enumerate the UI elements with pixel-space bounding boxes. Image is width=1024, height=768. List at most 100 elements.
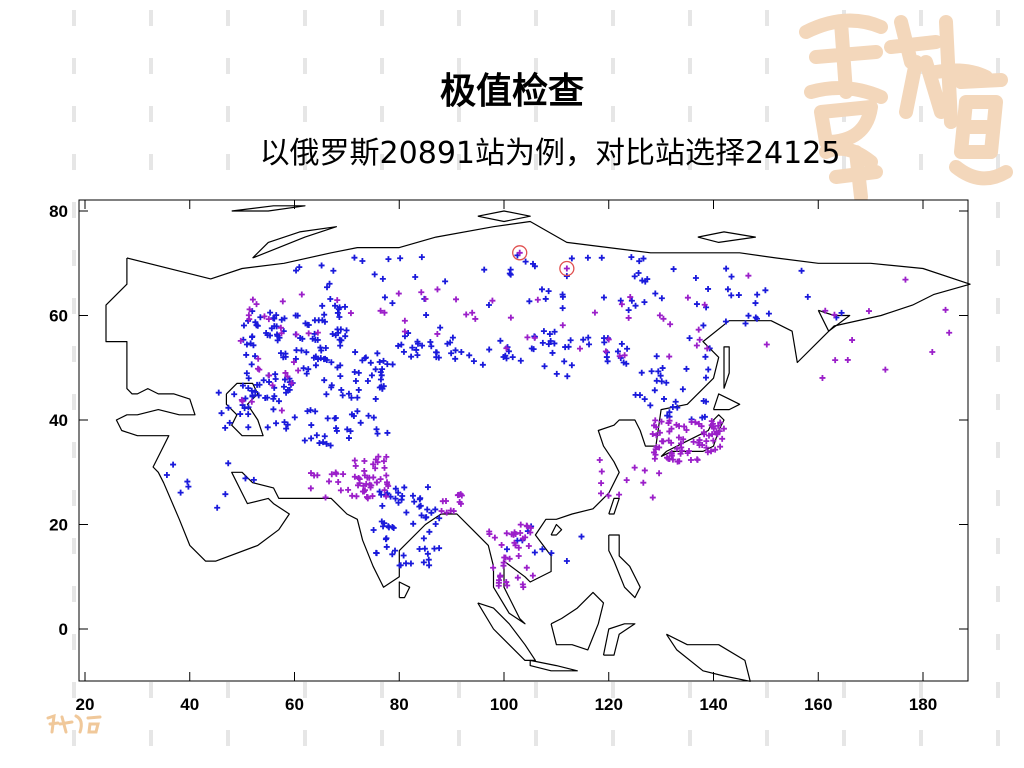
station-marker (719, 435, 726, 442)
station-marker (720, 425, 727, 432)
station-marker (383, 472, 390, 479)
station-marker (414, 352, 421, 359)
station-marker (327, 296, 334, 303)
x-tick-label: 100 (490, 695, 518, 714)
station-marker (245, 312, 252, 319)
station-marker (567, 337, 574, 344)
station-marker (653, 377, 660, 384)
station-marker (279, 298, 286, 305)
station-marker (273, 312, 280, 319)
station-marker (822, 307, 829, 314)
station-marker (295, 367, 302, 374)
station-marker (351, 457, 358, 464)
station-marker (374, 430, 381, 437)
station-marker (754, 291, 761, 298)
station-marker (648, 368, 655, 375)
station-marker (656, 312, 663, 319)
station-marker (398, 496, 405, 503)
station-marker (185, 483, 192, 490)
station-marker (656, 429, 663, 436)
calligraphy-seal-decoration (799, 13, 1013, 202)
station-marker (253, 322, 260, 329)
station-marker (356, 480, 363, 487)
station-marker (561, 358, 568, 365)
station-marker (272, 376, 279, 383)
station-marker (381, 487, 388, 494)
station-marker (584, 254, 591, 261)
station-marker (265, 316, 272, 323)
station-marker (270, 315, 277, 322)
station-marker (503, 345, 510, 352)
station-marker (562, 344, 569, 351)
station-marker (357, 419, 364, 426)
station-marker (902, 276, 909, 283)
station-marker (390, 524, 397, 531)
station-marker (243, 370, 250, 377)
station-marker (335, 306, 342, 313)
station-marker (531, 549, 538, 556)
station-marker (580, 336, 587, 343)
station-marker (326, 478, 333, 485)
station-marker (398, 341, 405, 348)
station-marker (692, 274, 699, 281)
station-marker (605, 492, 612, 499)
station-marker (332, 302, 339, 309)
station-marker (452, 355, 459, 362)
station-marker (542, 295, 549, 302)
station-marker (418, 254, 425, 261)
station-marker (328, 384, 335, 391)
y-tick-label: 0 (59, 620, 68, 639)
station-marker (368, 372, 375, 379)
coastline-segment (697, 231, 757, 243)
station-marker (687, 456, 694, 463)
station-marker (222, 491, 229, 498)
station-marker (321, 311, 328, 318)
station-marker (728, 273, 735, 280)
station-marker (334, 309, 341, 316)
station-marker (374, 350, 381, 357)
station-marker (432, 506, 439, 513)
station-marker (531, 334, 538, 341)
station-marker (384, 479, 391, 486)
station-marker (520, 584, 527, 591)
station-marker (389, 551, 396, 558)
station-marker (163, 471, 170, 478)
station-marker (354, 394, 361, 401)
station-marker (450, 508, 457, 515)
highlight-circle (559, 260, 575, 277)
station-marker (308, 435, 315, 442)
coastline-segment (608, 534, 641, 599)
station-marker (311, 472, 318, 479)
station-marker (328, 359, 335, 366)
station-marker (298, 347, 305, 354)
station-marker (882, 366, 889, 373)
station-marker (401, 484, 408, 491)
station-marker (551, 340, 558, 347)
station-marker (323, 391, 330, 398)
coastline-segment (477, 210, 531, 223)
station-marker (709, 431, 716, 438)
station-marker (378, 372, 385, 379)
station-marker (373, 550, 380, 557)
station-marker (548, 550, 555, 557)
station-marker (455, 491, 462, 498)
station-marker (405, 330, 412, 337)
station-marker (752, 300, 759, 307)
station-marker (380, 523, 387, 530)
station-marker (253, 301, 260, 308)
station-marker (245, 385, 252, 392)
station-marker (616, 491, 623, 498)
station-marker (284, 373, 291, 380)
station-marker (380, 357, 387, 364)
station-marker (254, 365, 261, 372)
station-marker (380, 458, 387, 465)
station-marker (523, 522, 530, 529)
station-marker (724, 286, 731, 293)
station-marker (433, 349, 440, 356)
station-marker (701, 301, 708, 308)
station-marker (273, 420, 280, 427)
station-marker (271, 393, 278, 400)
station-marker (700, 322, 707, 329)
station-marker (704, 345, 711, 352)
station-marker (728, 292, 735, 299)
